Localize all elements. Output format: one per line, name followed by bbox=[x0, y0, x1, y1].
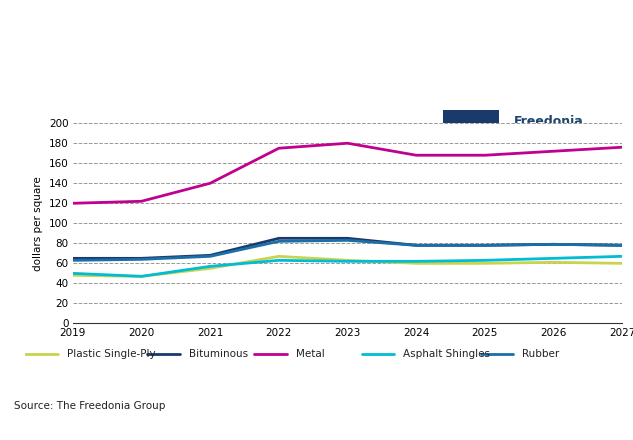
Text: Rubber: Rubber bbox=[522, 349, 560, 359]
Bar bbox=[443, 110, 499, 131]
Text: Freedonia: Freedonia bbox=[514, 115, 584, 128]
Bar bbox=[468, 139, 504, 146]
Text: Bituminous: Bituminous bbox=[189, 349, 248, 359]
Y-axis label: dollars per square: dollars per square bbox=[34, 176, 43, 271]
Text: Source: The Freedonia Group: Source: The Freedonia Group bbox=[14, 401, 165, 411]
Bar bbox=[443, 137, 468, 157]
Text: Metal: Metal bbox=[296, 349, 325, 359]
Text: Group: Group bbox=[514, 141, 541, 150]
Text: Plastic Single-Ply: Plastic Single-Ply bbox=[67, 349, 156, 359]
Text: Asphalt Shingles: Asphalt Shingles bbox=[403, 349, 490, 359]
Text: Figure 3-2.
Commercial Roofing Average Pricing by Product,
2019 – 2027
(dollars : Figure 3-2. Commercial Roofing Average P… bbox=[8, 5, 272, 58]
